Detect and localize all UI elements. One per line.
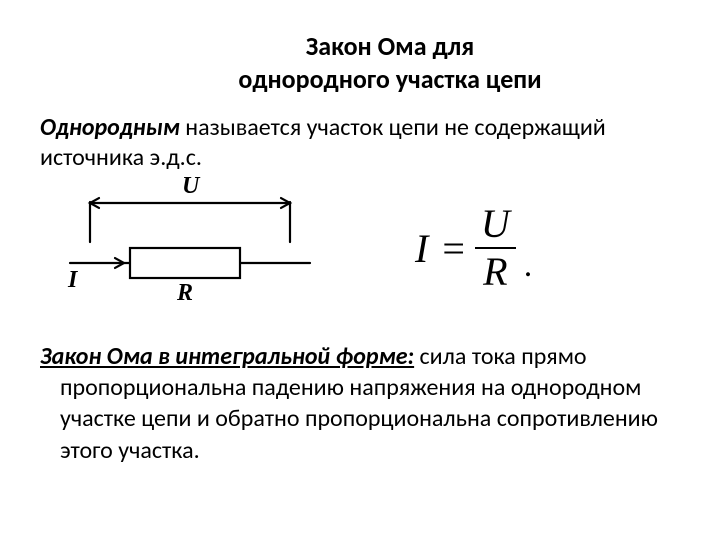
- label-R: R: [177, 280, 193, 307]
- label-I: I: [68, 267, 77, 294]
- title-line-1: Закон Ома для: [306, 30, 474, 62]
- formula-equals: =: [442, 225, 465, 272]
- title-line-2: однородного участка цепи: [238, 63, 541, 95]
- formula-period: .: [524, 247, 533, 293]
- formula-U: U: [475, 203, 516, 245]
- figure-row: U I R I = U R .: [60, 183, 680, 313]
- formula-fraction: U R: [475, 203, 516, 293]
- formula-R: R: [477, 251, 513, 293]
- ohms-law-formula: I = U R .: [415, 203, 532, 293]
- definition-paragraph: Однородным называется участок цепи не со…: [40, 113, 680, 173]
- definition-lead: Однородным: [40, 113, 180, 142]
- formula-I: I: [415, 225, 428, 272]
- circuit-diagram: U I R: [60, 183, 320, 313]
- slide: Закон Ома для однородного участка цепи О…: [0, 0, 720, 540]
- label-U: U: [182, 173, 199, 200]
- law-paragraph: Закон Ома в интегральной форме: сила ток…: [40, 341, 680, 466]
- title: Закон Ома для однородного участка цепи: [100, 30, 680, 95]
- law-lead: Закон Ома в интегральной форме:: [40, 342, 414, 371]
